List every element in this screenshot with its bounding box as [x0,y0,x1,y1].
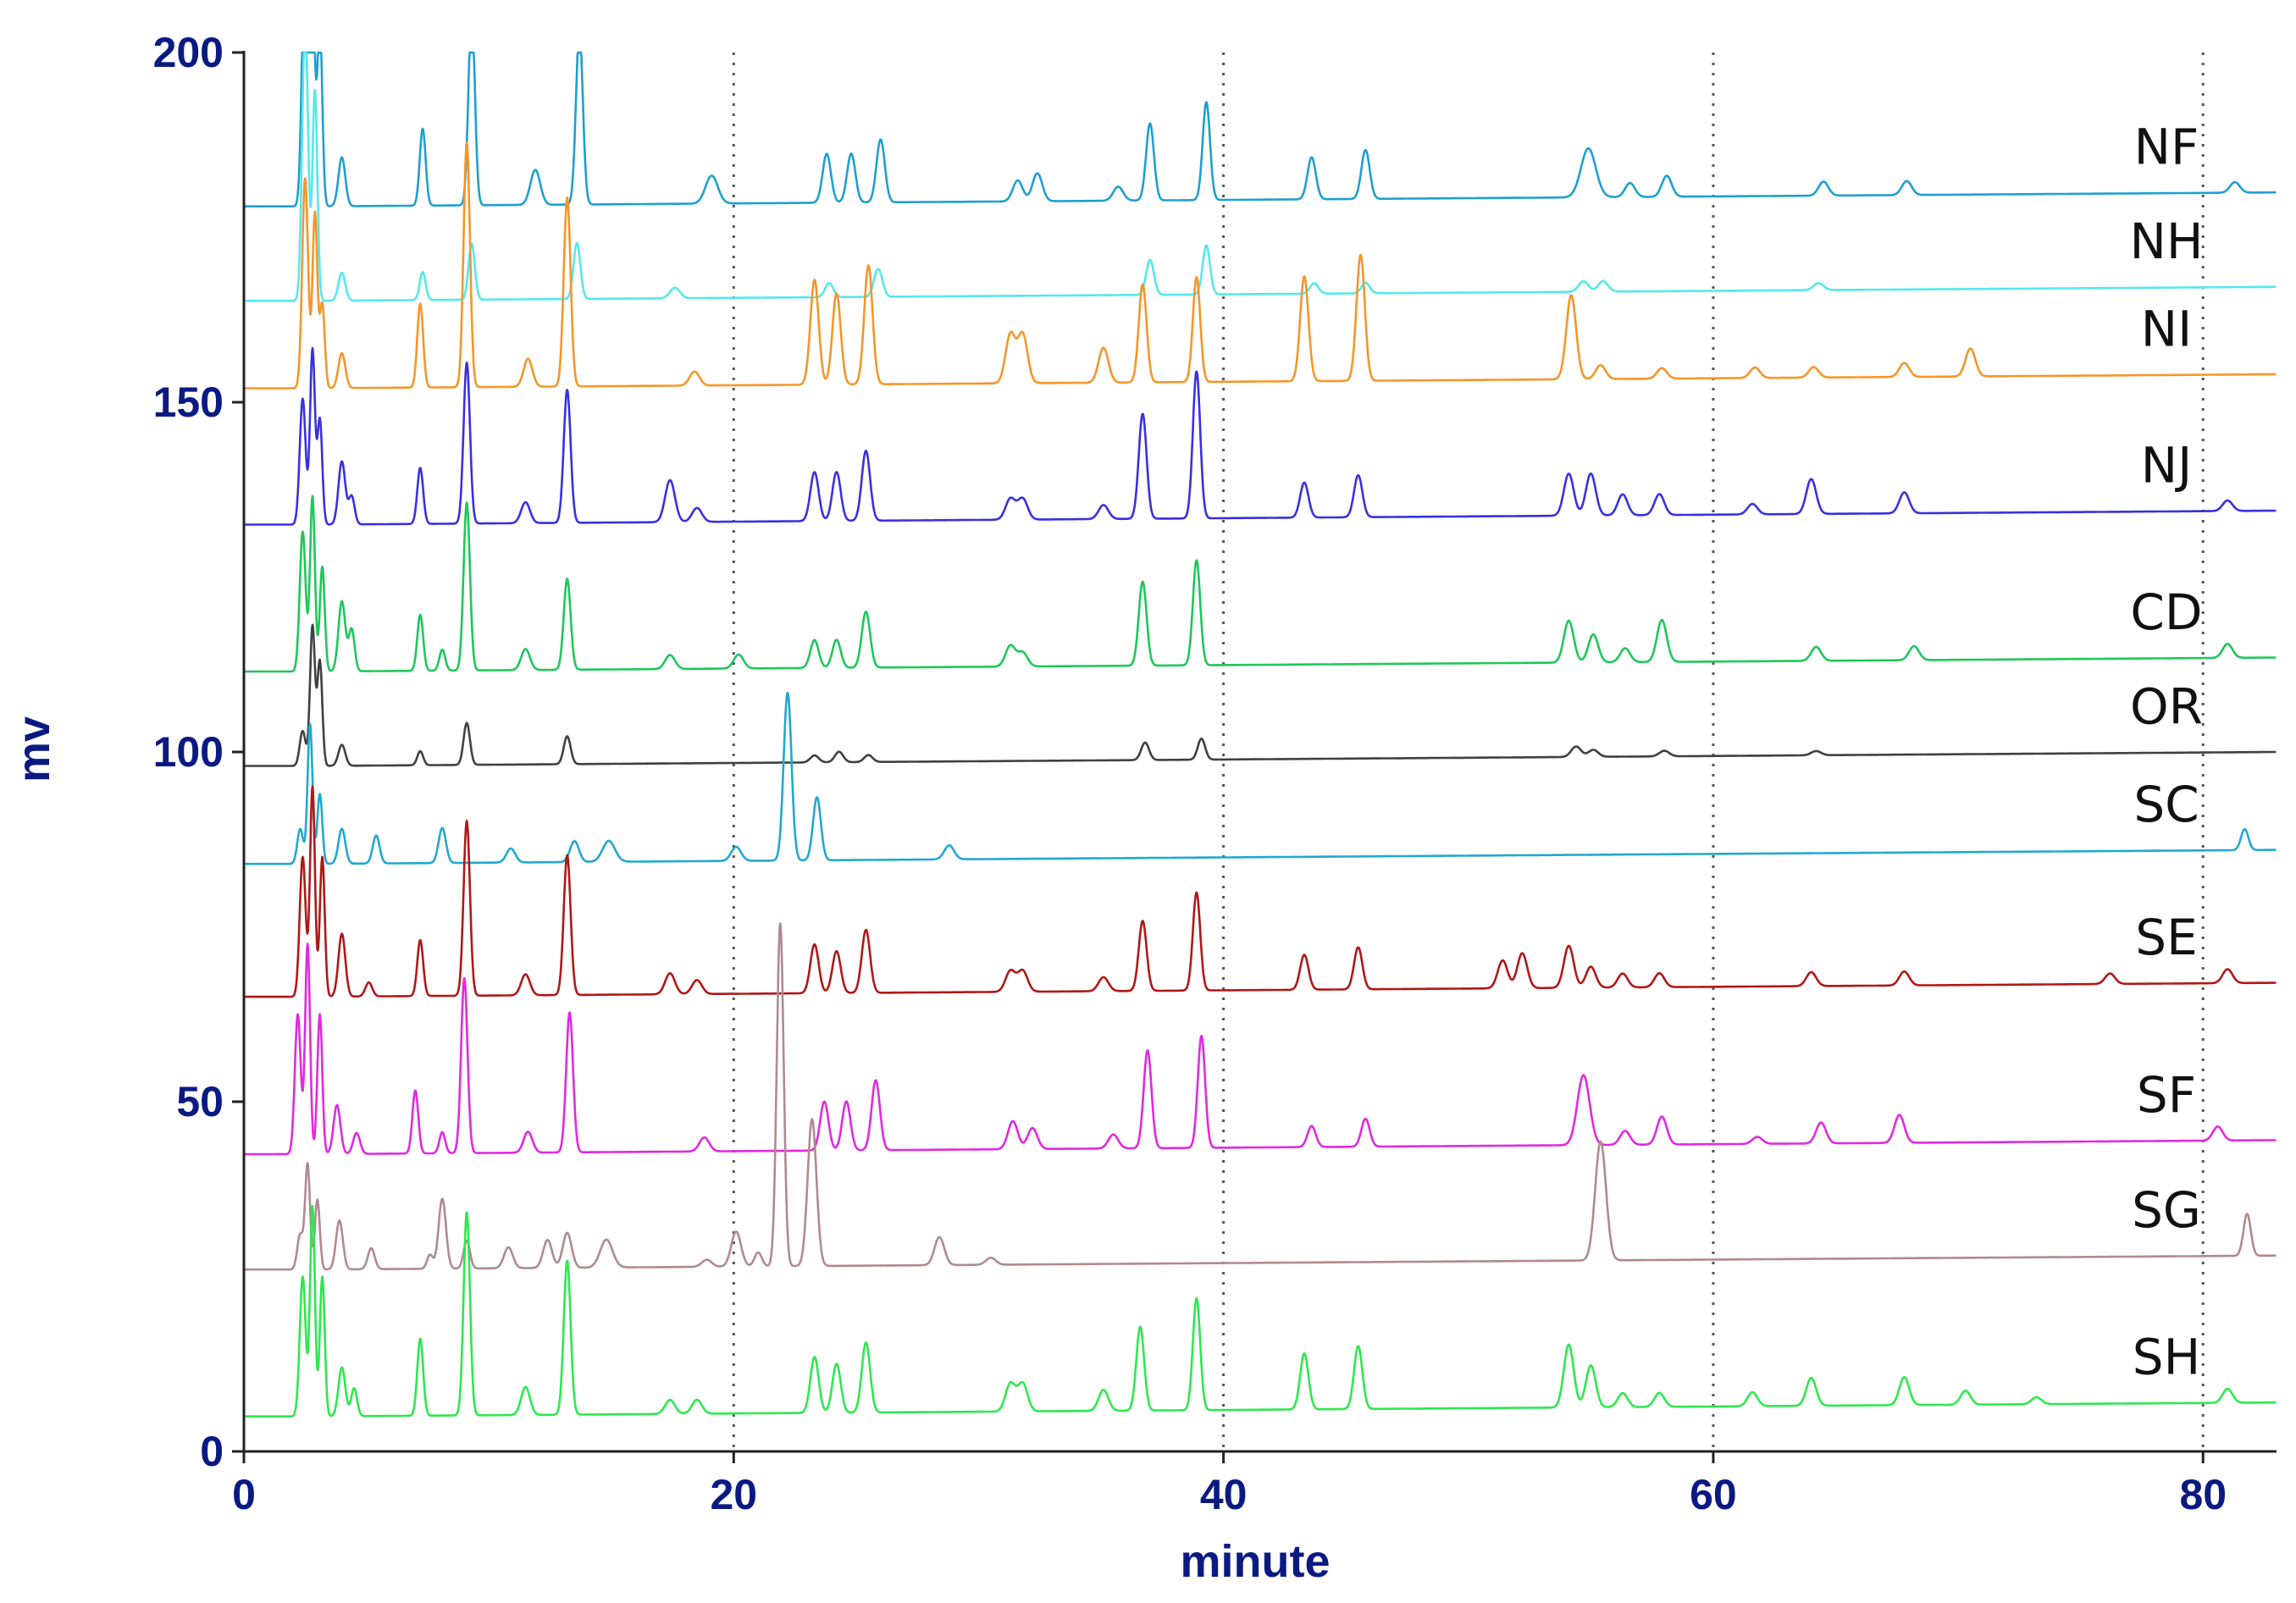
series-line-nj [243,346,2277,526]
y-tick-label: 0 [200,1428,224,1475]
grid-layer [732,53,2205,1451]
series-label-cd: CD [2130,583,2202,641]
y-tick-label: 150 [153,379,224,426]
series-line-ni [243,141,2277,390]
series-line-nh [243,51,2277,302]
series-line-se [243,785,2277,998]
y-axis-title: mv [8,716,59,782]
labels-layer: NF NH NI NJ CD OR SC SE SF SG SH [2130,119,2204,1386]
axes-layer: 0 50 100 150 200 0 20 40 60 80 [153,29,2277,1518]
series-line-sc [243,691,2277,865]
x-axis-title: minute [1180,1536,1330,1587]
series-label-sc: SC [2133,776,2199,833]
x-tick-label: 0 [232,1471,256,1518]
x-tick-label: 40 [1200,1471,1248,1518]
x-tick-label: 20 [711,1471,758,1518]
series-label-sg: SG [2132,1181,2201,1239]
series-line-cd [243,495,2277,673]
series-line-or [243,623,2277,767]
y-tick-label: 100 [153,728,224,776]
series-label-se: SE [2135,909,2197,966]
series-layer [243,51,2277,1418]
series-label-nj: NJ [2141,437,2193,495]
series-label-sh: SH [2133,1329,2200,1386]
x-tick-label: 80 [2179,1471,2227,1518]
series-label-ni: NI [2141,300,2193,357]
series-line-sh [243,1204,2277,1418]
y-tick-label: 50 [176,1078,224,1125]
series-line-sg [243,922,2277,1271]
series-label-nf: NF [2134,119,2199,176]
series-label-sf: SF [2137,1066,2196,1124]
series-line-sf [243,942,2277,1156]
series-label-nh: NH [2130,213,2204,270]
y-tick-label: 200 [153,29,224,76]
x-tick-label: 60 [1690,1471,1737,1518]
series-line-nf [243,51,2277,207]
series-label-or: OR [2130,678,2203,736]
